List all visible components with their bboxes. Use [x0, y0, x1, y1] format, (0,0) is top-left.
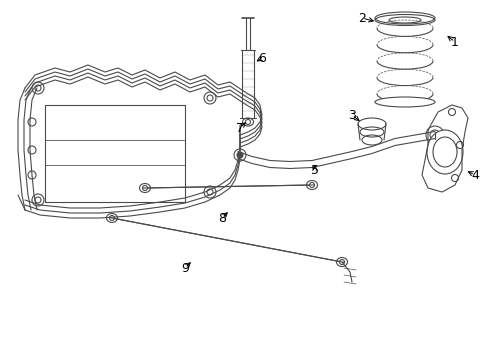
- Text: 3: 3: [347, 108, 355, 122]
- Text: 1: 1: [450, 36, 458, 49]
- Text: 2: 2: [357, 12, 365, 24]
- Ellipse shape: [109, 216, 114, 220]
- Text: 6: 6: [258, 51, 265, 64]
- Text: 9: 9: [181, 261, 188, 275]
- Ellipse shape: [426, 130, 462, 174]
- Ellipse shape: [237, 152, 243, 158]
- Ellipse shape: [374, 14, 434, 26]
- Text: 8: 8: [218, 212, 225, 225]
- Ellipse shape: [142, 185, 147, 190]
- Ellipse shape: [374, 97, 434, 107]
- Ellipse shape: [309, 183, 314, 188]
- Text: 5: 5: [310, 163, 318, 176]
- Ellipse shape: [425, 126, 443, 144]
- Text: 4: 4: [470, 168, 478, 181]
- Text: 7: 7: [236, 122, 244, 135]
- Ellipse shape: [339, 260, 344, 265]
- Ellipse shape: [357, 118, 385, 130]
